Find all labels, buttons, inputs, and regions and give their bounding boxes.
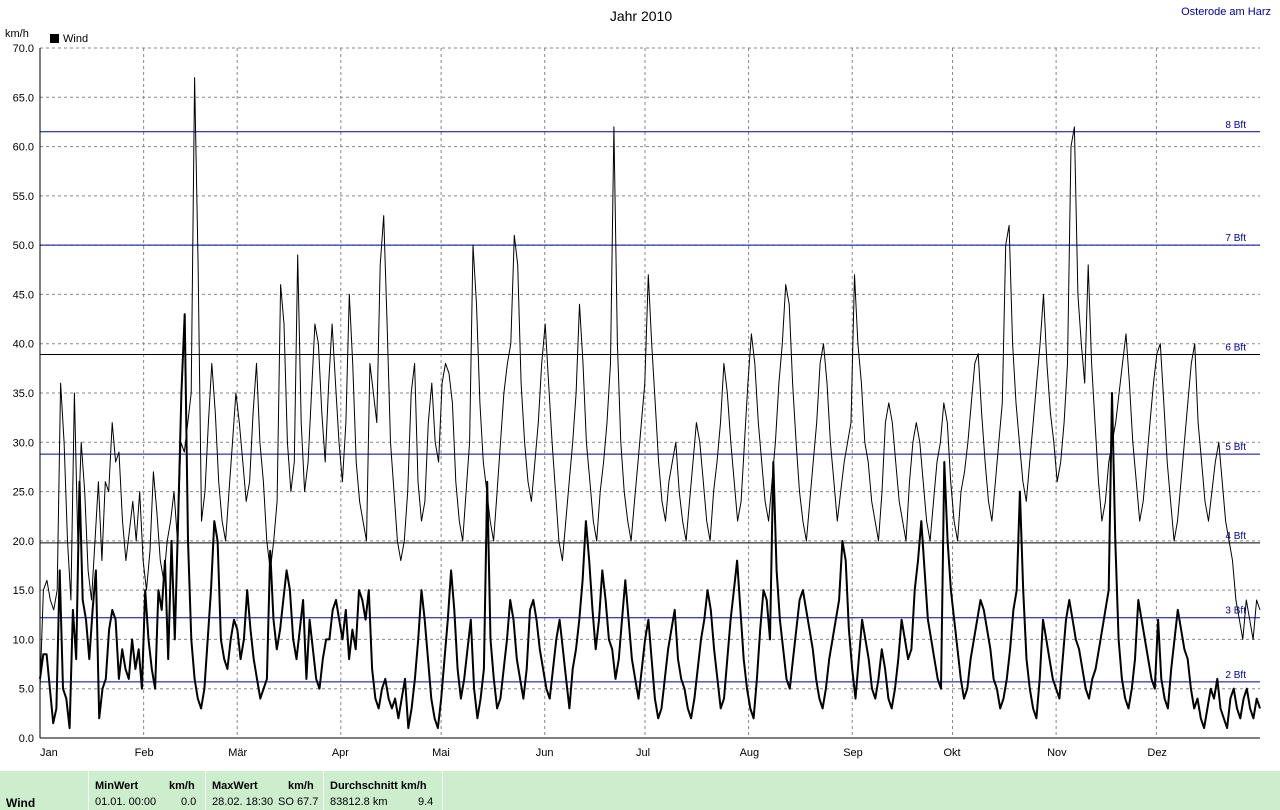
avg-distance: 83812.8 km — [330, 796, 388, 808]
x-tick-label: Mär — [228, 747, 247, 759]
beaufort-label: 3 Bft — [1225, 606, 1246, 617]
x-tick-label: Dez — [1147, 747, 1167, 759]
y-tick-label: 45.0 — [13, 289, 34, 301]
min-unit: km/h — [169, 780, 195, 792]
max-unit: km/h — [288, 780, 314, 792]
location-label: Osterode am Harz — [1181, 6, 1271, 18]
y-tick-label: 20.0 — [13, 536, 34, 548]
y-tick-label: 55.0 — [13, 191, 34, 203]
min-date: 01.01. 00:00 — [95, 796, 157, 808]
max-date: 28.02. 18:30 — [212, 796, 274, 808]
footer-min-cell: MinWert km/h 01.01. 00:00 0.0 — [89, 771, 206, 810]
wind-chart: 2 Bft 3 Bft 4 Bft 5 Bft 6 Bft 7 Bft 8 Bft 0.0 5… — [5, 6, 1271, 759]
y-tick-label: 65.0 — [13, 92, 34, 104]
legend-entry: Wind — [63, 33, 88, 45]
y-tick-label: 15.0 — [13, 585, 34, 597]
beaufort-label: 6 Bft — [1225, 343, 1246, 354]
x-tick-label: Feb — [135, 747, 154, 759]
x-tick-label: Apr — [332, 747, 349, 759]
beaufort-label: 4 Bft — [1225, 531, 1246, 542]
legend-swatch — [50, 34, 59, 43]
y-tick-label: 10.0 — [13, 634, 34, 646]
max-header: MaxWert — [212, 780, 258, 792]
y-tick-label: 35.0 — [13, 388, 34, 400]
min-header: MinWert — [95, 780, 139, 792]
y-tick-label: 5.0 — [19, 684, 34, 696]
avg-value: 9.4 — [418, 796, 434, 808]
statistics-footer: Wind MinWert km/h 01.01. 00:00 0.0 MaxWe… — [0, 771, 1280, 810]
y-tick-label: 40.0 — [13, 339, 34, 351]
x-tick-label: Mai — [432, 747, 450, 759]
footer-avg-cell: Durchschnitt km/h 83812.8 km 9.4 — [324, 771, 443, 810]
beaufort-lines: 2 Bft 3 Bft 4 Bft 5 Bft 6 Bft 7 Bft 8 Bft — [40, 120, 1260, 683]
footer-row-label: Wind — [6, 796, 36, 810]
y-tick-label: 25.0 — [13, 487, 34, 499]
x-tick-label: Nov — [1047, 747, 1067, 759]
max-value: SO 67.7 — [278, 796, 319, 808]
footer-row-label-cell: Wind — [0, 771, 89, 810]
beaufort-label: 7 Bft — [1225, 233, 1246, 244]
x-tick-label: Jun — [536, 747, 554, 759]
min-value: 0.0 — [181, 796, 197, 808]
beaufort-label: 2 Bft — [1225, 670, 1246, 681]
y-tick-label: 60.0 — [13, 142, 34, 154]
y-tick-label: 70.0 — [13, 43, 34, 55]
footer-max-cell: MaxWert km/h 28.02. 18:30 SO 67.7 — [206, 771, 324, 810]
y-tick-label: 30.0 — [13, 437, 34, 449]
chart-title: Jahr 2010 — [610, 8, 672, 24]
series-line-gust — [39, 77, 1261, 689]
beaufort-label: 8 Bft — [1225, 120, 1246, 131]
y-axis-label: km/h — [5, 28, 29, 40]
x-tick-label: Okt — [943, 747, 960, 759]
beaufort-label: 5 Bft — [1225, 442, 1246, 453]
avg-header: Durchschnitt km/h — [330, 780, 427, 792]
y-tick-label: 50.0 — [13, 240, 34, 252]
x-tick-label: Aug — [740, 747, 760, 759]
series-line-mean — [39, 313, 1261, 730]
axes: 0.0 5.0 10.0 15.0 20.0 25.0 30.0 35.0 40.0 45.0 50… — [13, 43, 1260, 759]
y-tick-label: 0.0 — [19, 733, 34, 745]
x-tick-label: Sep — [843, 747, 863, 759]
x-tick-label: Jan — [40, 747, 58, 759]
x-tick-label: Jul — [636, 747, 650, 759]
series-lines — [39, 77, 1261, 730]
